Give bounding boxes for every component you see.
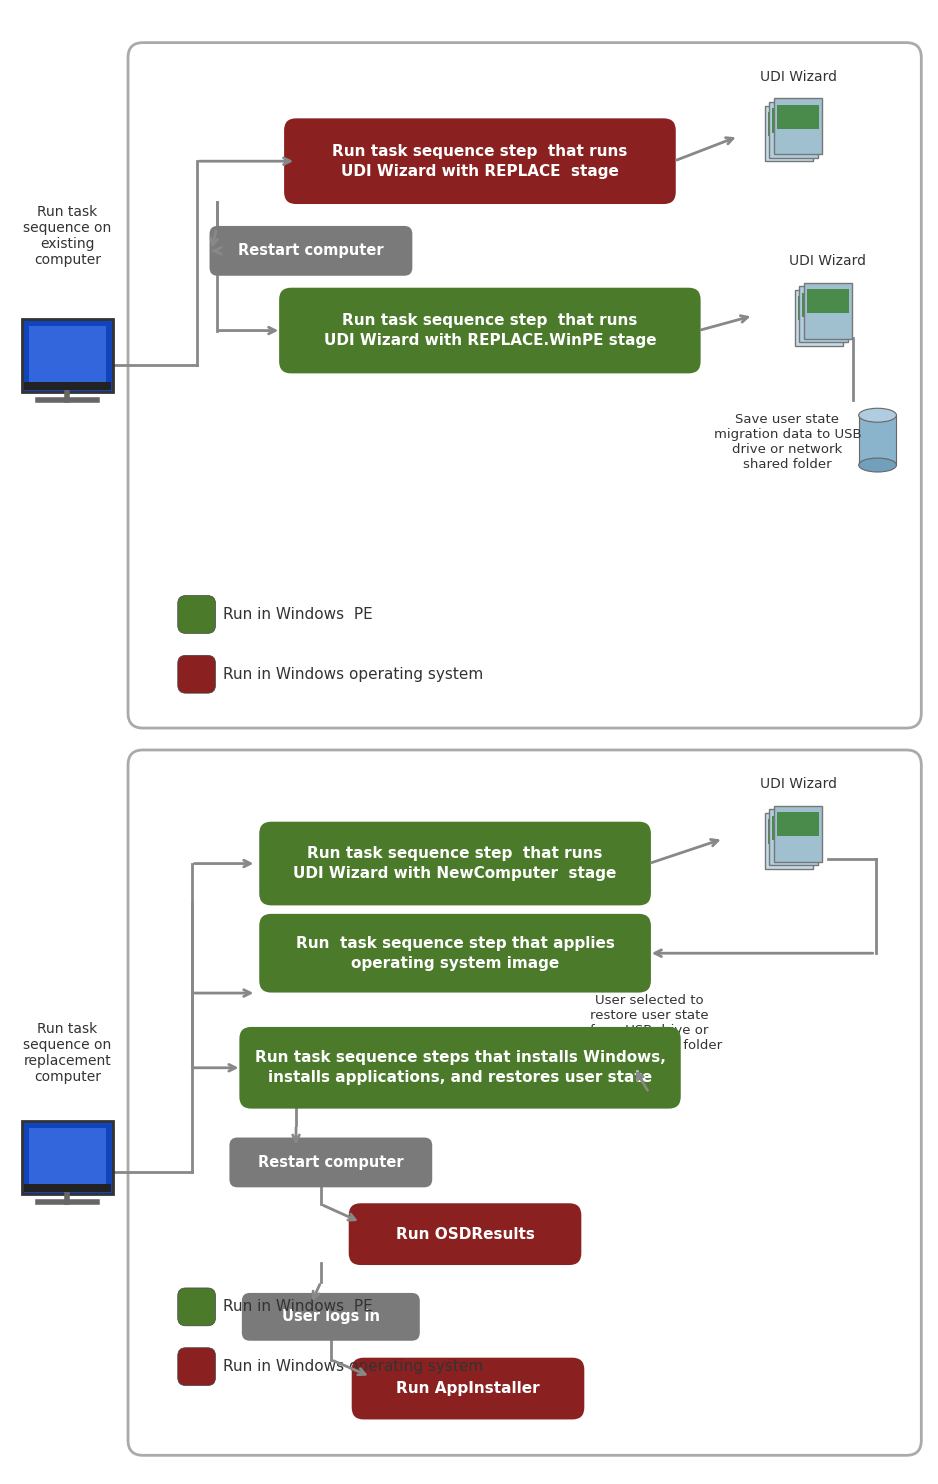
Text: Run task
sequence on
existing
computer: Run task sequence on existing computer	[23, 205, 112, 267]
FancyBboxPatch shape	[22, 319, 113, 392]
Text: Run task
sequence on
replacement
computer: Run task sequence on replacement compute…	[23, 1021, 112, 1085]
Ellipse shape	[858, 459, 897, 472]
Text: Run in Windows operating system: Run in Windows operating system	[223, 1359, 484, 1374]
Text: Run  task sequence step that applies
operating system image: Run task sequence step that applies oper…	[295, 936, 614, 971]
FancyBboxPatch shape	[772, 816, 815, 840]
FancyBboxPatch shape	[764, 813, 813, 868]
Text: Restart computer: Restart computer	[238, 243, 384, 258]
FancyBboxPatch shape	[777, 105, 819, 129]
FancyBboxPatch shape	[23, 1184, 111, 1192]
FancyBboxPatch shape	[209, 226, 413, 276]
FancyBboxPatch shape	[22, 1120, 113, 1195]
FancyBboxPatch shape	[777, 812, 819, 837]
FancyBboxPatch shape	[177, 1288, 216, 1325]
Text: Run in Windows  PE: Run in Windows PE	[223, 1300, 373, 1315]
Text: UDI Wizard: UDI Wizard	[790, 254, 867, 267]
FancyBboxPatch shape	[259, 914, 651, 993]
FancyBboxPatch shape	[128, 43, 921, 729]
FancyBboxPatch shape	[797, 297, 840, 321]
FancyBboxPatch shape	[772, 108, 815, 132]
Bar	[858, 416, 897, 464]
FancyBboxPatch shape	[804, 283, 852, 338]
FancyBboxPatch shape	[284, 119, 675, 203]
FancyBboxPatch shape	[230, 1138, 432, 1187]
Ellipse shape	[858, 408, 897, 423]
Text: UDI Wizard: UDI Wizard	[760, 70, 837, 83]
FancyBboxPatch shape	[799, 286, 848, 343]
Text: Run AppInstaller: Run AppInstaller	[396, 1382, 539, 1396]
FancyBboxPatch shape	[259, 822, 651, 905]
FancyBboxPatch shape	[769, 102, 818, 157]
FancyBboxPatch shape	[802, 292, 844, 318]
FancyBboxPatch shape	[280, 288, 701, 374]
FancyBboxPatch shape	[23, 383, 111, 390]
FancyBboxPatch shape	[764, 105, 813, 162]
FancyBboxPatch shape	[794, 289, 843, 346]
Text: UDI Wizard: UDI Wizard	[760, 776, 837, 791]
Text: Run in Windows  PE: Run in Windows PE	[223, 607, 373, 622]
FancyBboxPatch shape	[349, 1204, 582, 1264]
FancyBboxPatch shape	[768, 111, 810, 137]
FancyBboxPatch shape	[807, 289, 849, 313]
Text: Run task sequence step  that runs
UDI Wizard with REPLACE  stage: Run task sequence step that runs UDI Wiz…	[332, 144, 628, 178]
Text: Run task sequence steps that installs Windows,
installs applications, and restor: Run task sequence steps that installs Wi…	[254, 1051, 665, 1085]
FancyBboxPatch shape	[177, 656, 216, 693]
FancyBboxPatch shape	[177, 595, 216, 634]
FancyBboxPatch shape	[774, 98, 823, 154]
FancyBboxPatch shape	[128, 749, 921, 1456]
Text: Restart computer: Restart computer	[258, 1155, 403, 1169]
FancyBboxPatch shape	[29, 1128, 106, 1187]
FancyBboxPatch shape	[239, 1027, 681, 1109]
Text: Save user state
migration data to USB
drive or network
shared folder: Save user state migration data to USB dr…	[714, 413, 861, 470]
Text: Run in Windows operating system: Run in Windows operating system	[223, 666, 484, 681]
Text: User logs in: User logs in	[281, 1309, 380, 1324]
Text: Run task sequence step  that runs
UDI Wizard with NewComputer  stage: Run task sequence step that runs UDI Wiz…	[294, 846, 617, 881]
FancyBboxPatch shape	[774, 806, 823, 862]
Text: User selected to
restore user state
from USB drive or
network shared folder: User selected to restore user state from…	[575, 994, 722, 1052]
FancyBboxPatch shape	[352, 1358, 584, 1420]
FancyBboxPatch shape	[769, 809, 818, 865]
FancyBboxPatch shape	[242, 1293, 420, 1340]
Text: Run task sequence step  that runs
UDI Wizard with REPLACE.WinPE stage: Run task sequence step that runs UDI Wiz…	[324, 313, 657, 347]
Text: Run OSDResults: Run OSDResults	[396, 1227, 535, 1242]
FancyBboxPatch shape	[29, 325, 106, 386]
FancyBboxPatch shape	[177, 1347, 216, 1386]
FancyBboxPatch shape	[768, 819, 810, 843]
